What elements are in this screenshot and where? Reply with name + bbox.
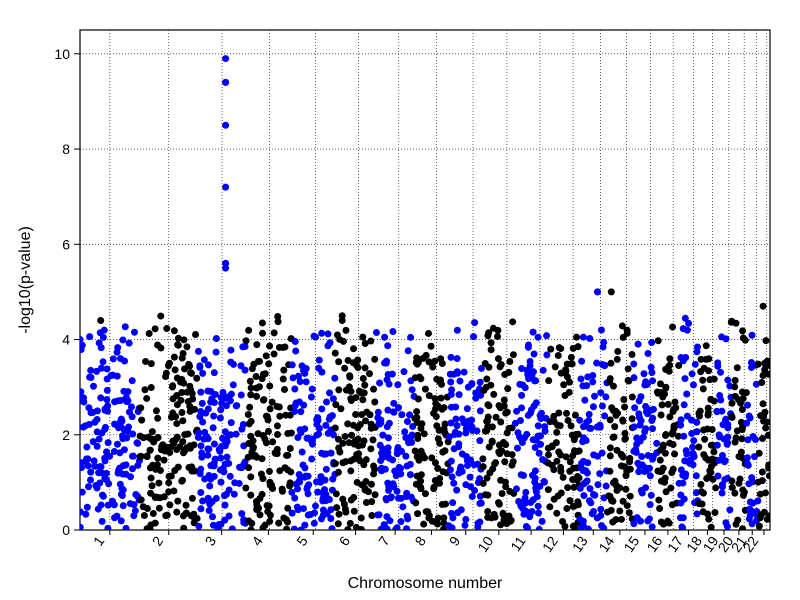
svg-text:0: 0 xyxy=(62,522,70,538)
svg-text:Chromosome number: Chromosome number xyxy=(348,575,503,592)
svg-text:2: 2 xyxy=(62,427,70,443)
manhattan-plot: 0246810123456789101112131415161718192021… xyxy=(0,0,800,600)
svg-text:10: 10 xyxy=(54,46,70,62)
svg-text:6: 6 xyxy=(62,236,70,252)
svg-text:8: 8 xyxy=(62,141,70,157)
svg-text:4: 4 xyxy=(62,332,70,348)
svg-text:-log10(p-value): -log10(p-value) xyxy=(17,226,34,334)
